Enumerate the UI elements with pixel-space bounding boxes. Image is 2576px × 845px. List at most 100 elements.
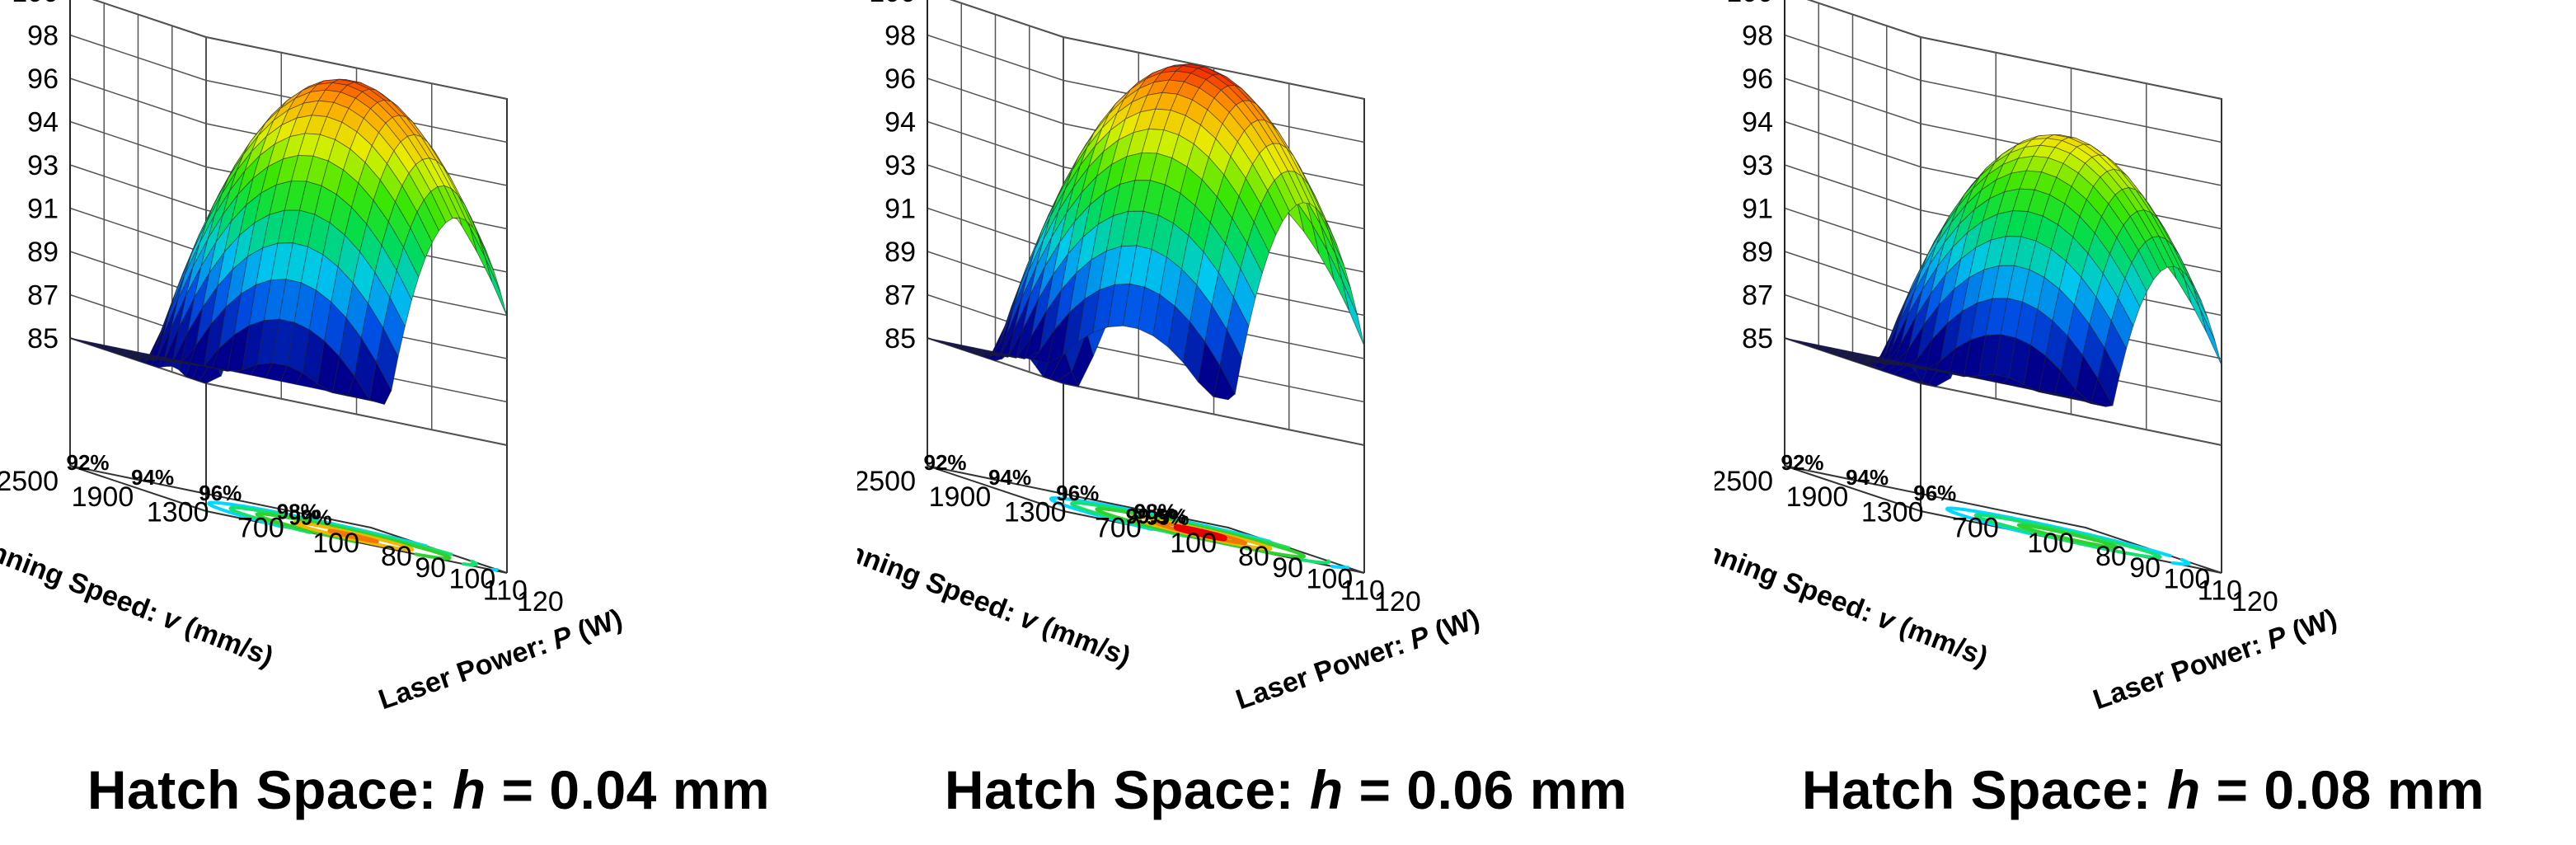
y-tick-label: 2500 [1715, 466, 1773, 497]
x-tick-label: 110 [1340, 575, 1385, 606]
y-tick-label: 100 [312, 528, 359, 559]
y-tick-label: 700 [1095, 512, 1142, 543]
y-tick-label: 1300 [1861, 497, 1924, 528]
y-tick-label: 100 [2027, 528, 2074, 559]
surface-mesh [927, 63, 1365, 401]
x-tick-label: 90 [2129, 552, 2161, 584]
z-tick-label: 85 [1742, 323, 1773, 354]
surface-cell [485, 256, 508, 317]
z-tick-label: 93 [884, 150, 916, 181]
y-tick-label: 700 [237, 512, 284, 543]
contour-label: 92% [1781, 450, 1824, 475]
wall-gridline [1807, 0, 2222, 100]
contour-label: 94% [988, 465, 1031, 490]
plot-area: 92%94%96%8587899193949698100809010011012… [1715, 0, 2341, 716]
x-tick-label: 120 [517, 586, 564, 617]
contour-label: 99.5% [1126, 504, 1187, 528]
surface-plot: 92%94%96%98%99%8587899193949698100809010… [0, 0, 626, 716]
contour-line [1973, 513, 2162, 560]
contour-label: 98% [1134, 499, 1177, 523]
x-tick-label: 120 [2231, 586, 2278, 617]
z-tick-label: 89 [27, 237, 59, 268]
z-tick-label: 91 [1742, 194, 1773, 225]
z-tick-label: 96 [884, 63, 916, 95]
z-tick-label: 98 [27, 21, 59, 52]
contour-lines: 92% 94% 96% 98%99% [67, 450, 499, 572]
surface-plot: 92% 94% 96% 98%99%99.5% 85 87 89 91 93 94 96 98 100 8… [857, 0, 1484, 716]
z-tick-label: 93 [27, 150, 59, 181]
contour-line [327, 528, 379, 544]
z-tick-label: 96 [1742, 63, 1773, 95]
z-tick-label: 91 [884, 194, 916, 225]
y-tick-label: 1900 [72, 481, 134, 513]
x-tick-label: 110 [2198, 575, 2242, 606]
surface-cell [477, 236, 501, 292]
contour-lines: 92% 94% 96% [1781, 450, 2191, 566]
plot-area: 92% 94% 96% 98%99%99.5% 85 87 89 91 93 94 96 98 100 8… [857, 0, 1484, 716]
axis-ticks: 8587899193949698100809010011012010070013… [1715, 0, 2278, 617]
contour-label: 92% [924, 450, 967, 475]
contour-line [293, 520, 415, 552]
surface-cell [469, 227, 493, 283]
z-tick-label: 94 [884, 107, 916, 138]
contour-line [255, 512, 452, 561]
surface-mesh [69, 78, 508, 405]
z-tick-label: 100 [869, 0, 916, 8]
axis-ticks: 8587899193949698100809010011012010070013… [0, 0, 564, 617]
contour-label: 94% [1846, 465, 1889, 490]
z-tick-label: 94 [27, 107, 59, 138]
chart-panel-h-004: 92%94%96%98%99%8587899193949698100809010… [0, 0, 857, 845]
z-tick-label: 87 [27, 280, 59, 312]
contour-label: 99% [289, 505, 331, 530]
x-tick-label: 90 [415, 552, 446, 584]
surface-mesh [1784, 134, 2222, 407]
z-tick-label: 94 [1742, 107, 1773, 138]
contour-line [1095, 507, 1306, 559]
x-tick-label: 80 [2095, 541, 2127, 572]
contour-label: 96% [199, 481, 242, 505]
surface-plot: 92%94%96%8587899193949698100809010011012… [1715, 0, 2341, 716]
contour-line [1173, 524, 1227, 542]
y-tick-label: 1900 [1786, 481, 1849, 513]
y-axis-label: Scanning Speed: v (mm/s) [0, 518, 278, 673]
contour-label: 96% [1913, 481, 1956, 505]
plot-area: 92%94%96%98%99%8587899193949698100809010… [0, 0, 626, 716]
surface-cell [1342, 280, 1365, 346]
x-axis-label: Laser Power: P (W) [2089, 603, 2340, 716]
x-tick-label: 90 [1272, 552, 1303, 584]
z-tick-label: 96 [27, 63, 59, 95]
chart-panel-h-006: 92% 94% 96% 98%99%99.5% 85 87 89 91 93 94 96 98 100 8… [857, 0, 1715, 845]
z-tick-label: 93 [1742, 150, 1773, 181]
contour-lines: 92% 94% 96% 98%99%99.5% [924, 450, 1349, 570]
z-tick-label: 91 [27, 194, 59, 225]
y-axis-label: Scanning Speed: v (mm/s) [857, 518, 1135, 673]
surface-cell [2070, 396, 2093, 403]
x-tick-label: 80 [381, 541, 412, 572]
y-tick-label: 1300 [1004, 497, 1067, 528]
x-tick-label: 80 [1238, 541, 1269, 572]
chart-caption: Hatch Space: h = 0.04 mm [87, 759, 771, 820]
z-tick-label: 100 [12, 0, 59, 8]
z-tick-label: 89 [884, 237, 916, 268]
contour-line [2016, 523, 2119, 550]
chart-panel-h-008: 92%94%96%8587899193949698100809010011012… [1715, 0, 2572, 845]
y-tick-label: 700 [1952, 512, 1999, 543]
contour-label: 96% [1056, 481, 1099, 505]
z-tick-label: 87 [1742, 280, 1773, 312]
surface-cell [1213, 364, 1236, 401]
z-tick-label: 100 [1726, 0, 1773, 8]
y-tick-label: 1900 [929, 481, 992, 513]
wall-gridline [92, 0, 508, 100]
x-tick-label: 120 [1374, 586, 1421, 617]
x-tick-label: 100 [2164, 564, 2211, 595]
chart-caption: Hatch Space: h = 0.08 mm [1801, 759, 2485, 820]
y-tick-label: 2500 [857, 466, 916, 497]
x-axis-label: Laser Power: P (W) [1232, 603, 1483, 716]
z-tick-label: 98 [1742, 21, 1773, 52]
y-axis-label: Scanning Speed: v (mm/s) [1715, 518, 1992, 673]
z-tick-label: 87 [884, 280, 916, 312]
x-tick-label: 100 [449, 564, 496, 595]
y-tick-label: 100 [1170, 528, 1217, 559]
contour-label: 92% [67, 450, 110, 475]
